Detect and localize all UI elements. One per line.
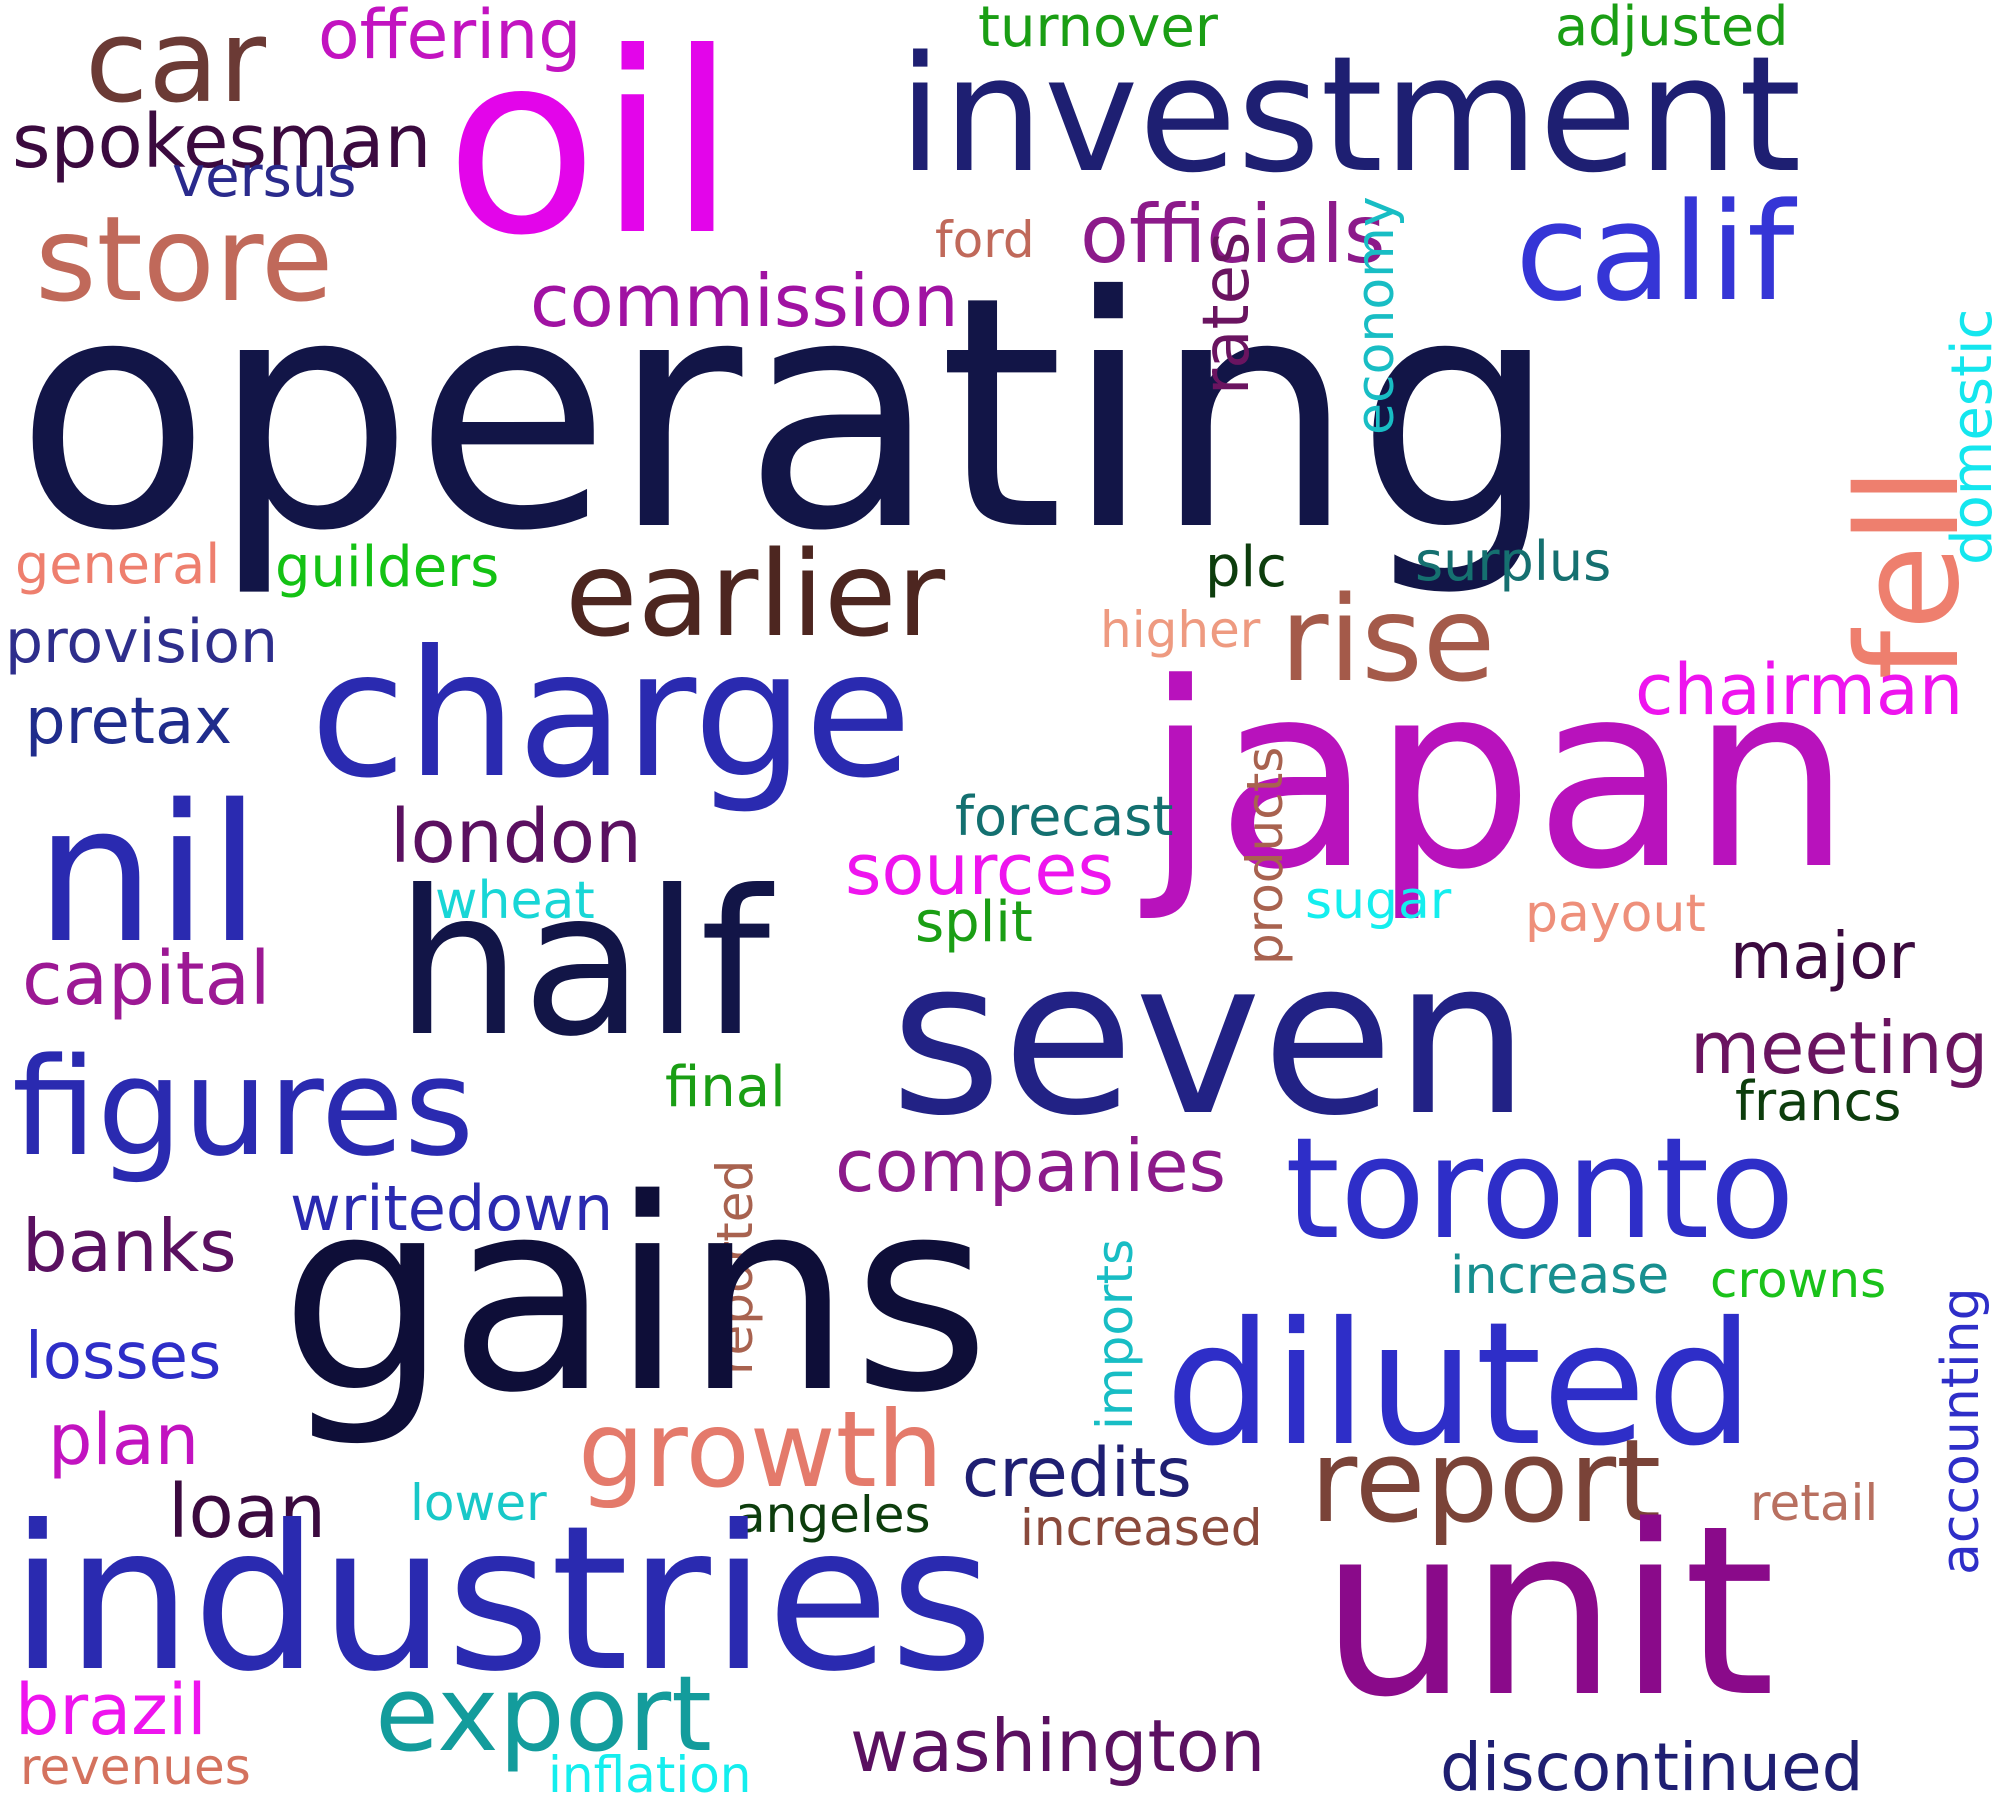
word-turnover: turnover [978,0,1218,60]
word-split: split [915,890,1033,955]
word-wheat: wheat [435,871,595,931]
word-car: car [85,0,266,129]
word-figures: figures [12,1029,475,1186]
word-industries: industries [10,1483,994,1716]
word-capital: capital [22,936,271,1022]
word-unit: unit [1320,1476,1776,1749]
word-plan: plan [48,1399,200,1481]
word-offering: offering [318,0,582,75]
word-store: store [35,190,334,328]
word-meeting: meeting [1690,1006,1989,1090]
word-half: half [395,848,771,1081]
word-credits: credits [962,1434,1192,1513]
word-angeles: angeles [735,1486,931,1544]
word-pretax: pretax [25,685,233,759]
word-operating: operating [15,229,1559,601]
word-washington: washington [850,1704,1266,1788]
word-major: major [1730,920,1915,994]
word-plc: plc [1205,535,1287,600]
word-higher: higher [1100,601,1261,659]
word-companies: companies [835,1124,1227,1208]
word-banks: banks [22,1204,237,1288]
word-losses: losses [25,1320,222,1394]
word-charge: charge [310,614,912,817]
word-writedown: writedown [290,1172,614,1245]
word-crowns: crowns [1710,1251,1887,1309]
word-oil: oil [445,0,737,290]
word-officials: officials [1080,188,1386,281]
word-calif: calif [1515,174,1795,331]
word-growth: growth [578,1389,944,1511]
word-retail: retail [1750,1474,1879,1532]
word-imports: imports [1086,1238,1144,1430]
word-increased: increased [1020,1499,1263,1557]
word-japan: japan [1145,629,1852,926]
word-rise: rise [1280,570,1496,708]
word-spokesman: spokesman [12,99,432,185]
word-adjusted: adjusted [1555,0,1789,58]
word-provision: provision [5,607,278,677]
word-forecast: forecast [955,785,1174,848]
word-discontinued: discontinued [1440,1729,1864,1800]
word-lower: lower [410,1474,547,1532]
word-loan: loan [168,1469,327,1555]
word-nil: nil [35,764,261,985]
word-ford: ford [935,211,1035,269]
word-increase: increase [1450,1246,1670,1306]
word-brazil: brazil [15,1669,207,1751]
word-london: london [390,794,642,880]
word-commission: commission [530,259,959,343]
word-gains: gains [280,1143,991,1451]
word-general: general [15,533,221,596]
word-earlier: earlier [565,525,946,663]
word-economy: economy [1346,196,1406,435]
word-payout: payout [1525,884,1706,944]
word-chairman: chairman [1635,649,1964,731]
word-rates: rates [1190,231,1264,395]
word-seven: seven [890,912,1531,1163]
word-export: export [375,1653,712,1775]
word-accounting: accounting [1931,1287,1991,1575]
word-toronto: toronto [1285,1108,1795,1271]
word-francs: francs [1735,1070,1902,1133]
word-inflation: inflation [548,1746,752,1800]
word-final: final [665,1055,786,1120]
word-revenues: revenues [20,1738,251,1796]
word-report: report [1310,1415,1662,1549]
word-versus: versus [172,145,357,210]
word-sugar: sugar [1305,871,1452,931]
word-domestic: domestic [1940,308,2000,565]
word-guilders: guilders [275,535,500,600]
word-investment: investment [898,21,1802,208]
word-surplus: surplus [1415,530,1612,593]
word-diluted: diluted [1165,1286,1755,1484]
word-sources: sources [845,829,1114,911]
